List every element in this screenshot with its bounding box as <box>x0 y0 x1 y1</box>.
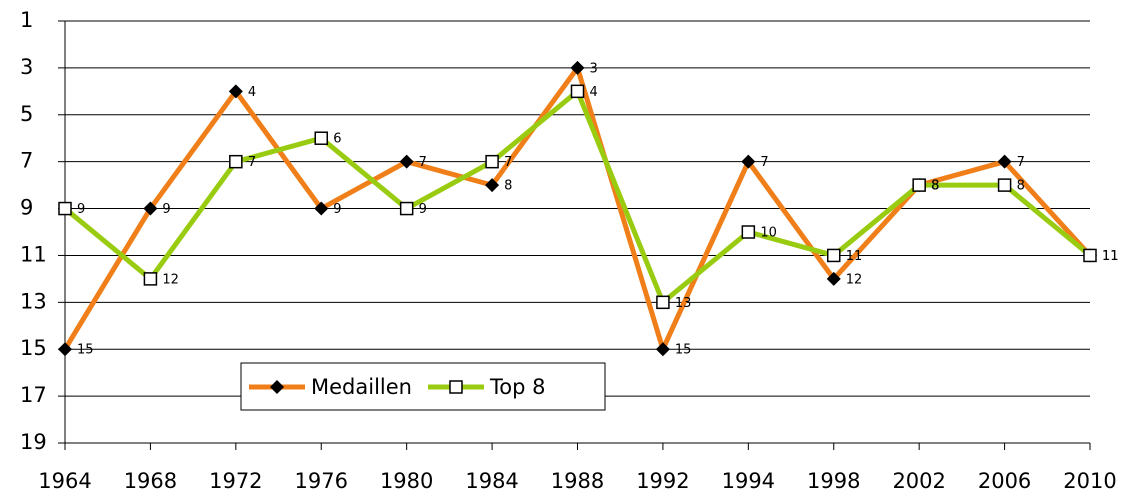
y-tick-label: 17 <box>20 383 47 407</box>
marker <box>997 178 1012 192</box>
marker <box>449 380 463 394</box>
marker <box>826 271 841 286</box>
x-tick-label: 1964 <box>38 469 91 493</box>
x-tick-label: 1984 <box>465 469 518 493</box>
x-tick-label: 1972 <box>209 469 262 493</box>
data-label: 7 <box>419 155 427 170</box>
marker <box>570 60 585 75</box>
marker <box>228 84 243 99</box>
data-label: 12 <box>846 272 863 287</box>
marker <box>58 342 72 357</box>
x-tick-label: 1968 <box>124 469 177 493</box>
data-label: 4 <box>590 85 598 100</box>
data-label: 9 <box>419 202 427 217</box>
series <box>63 88 1092 305</box>
data-label: 8 <box>504 179 512 194</box>
y-tick-label: 13 <box>20 289 47 313</box>
y-tick-label: 7 <box>20 149 33 173</box>
data-label: 9 <box>333 202 341 217</box>
x-tick-label: 1992 <box>636 469 689 493</box>
y-tick-label: 3 <box>20 55 33 79</box>
data-label: 8 <box>1017 179 1025 194</box>
marker <box>270 380 284 394</box>
marker <box>485 154 499 169</box>
marker <box>827 248 841 263</box>
data-label: 13 <box>675 296 692 311</box>
data-label: 9 <box>77 202 85 217</box>
x-tick-label: 2006 <box>978 469 1031 493</box>
marker <box>143 272 158 286</box>
y-tick-label: 15 <box>20 336 47 360</box>
data-label: 8 <box>931 179 939 194</box>
y-tick-label: 19 <box>20 430 47 454</box>
data-label: 11 <box>846 249 863 264</box>
x-tick-label: 2002 <box>892 469 945 493</box>
marker <box>656 295 670 310</box>
data-label: 9 <box>162 202 170 217</box>
x-tick-label: 1988 <box>551 469 604 493</box>
marker <box>997 154 1012 169</box>
marker <box>399 154 414 169</box>
x-tick-label: 2010 <box>1063 469 1116 493</box>
marker <box>912 178 926 192</box>
legend-label: Medaillen <box>311 375 412 399</box>
data-label: 11 <box>1102 249 1119 264</box>
y-tick-label: 11 <box>20 242 47 266</box>
data-label: 15 <box>675 343 692 358</box>
marker <box>1083 248 1097 263</box>
y-tick-label: 5 <box>20 102 33 126</box>
y-tick-label: 1 <box>20 8 33 32</box>
legend: Medaillen Top 8 <box>240 362 606 411</box>
marker <box>741 154 756 169</box>
marker <box>229 154 243 169</box>
data-label: 12 <box>162 272 179 287</box>
data-label: 7 <box>1017 155 1025 170</box>
marker <box>314 131 328 145</box>
data-label: 11 <box>1102 249 1119 264</box>
x-tick-label: 1976 <box>295 469 348 493</box>
x-tick-label: 1980 <box>380 469 433 493</box>
marker <box>314 201 329 216</box>
data-label: 4 <box>248 85 256 100</box>
marker <box>143 201 158 216</box>
marker <box>399 201 414 216</box>
data-label: 7 <box>760 155 768 170</box>
x-tick-label: 1998 <box>807 469 860 493</box>
y-tick-label: 9 <box>20 196 33 220</box>
data-label: 8 <box>931 179 939 194</box>
data-label: 7 <box>504 155 512 170</box>
data-label: 10 <box>760 226 777 241</box>
marker <box>570 84 585 99</box>
data-label: 15 <box>77 343 94 358</box>
marker <box>655 342 670 357</box>
marker <box>741 225 756 239</box>
data-label: 3 <box>590 61 598 76</box>
series-line <box>63 88 1092 305</box>
marker <box>485 178 500 193</box>
marker <box>58 201 72 216</box>
data-label: 7 <box>248 155 256 170</box>
legend-label: Top 8 <box>489 375 545 399</box>
x-tick-label: 1994 <box>722 469 775 493</box>
data-label: 6 <box>333 132 341 147</box>
